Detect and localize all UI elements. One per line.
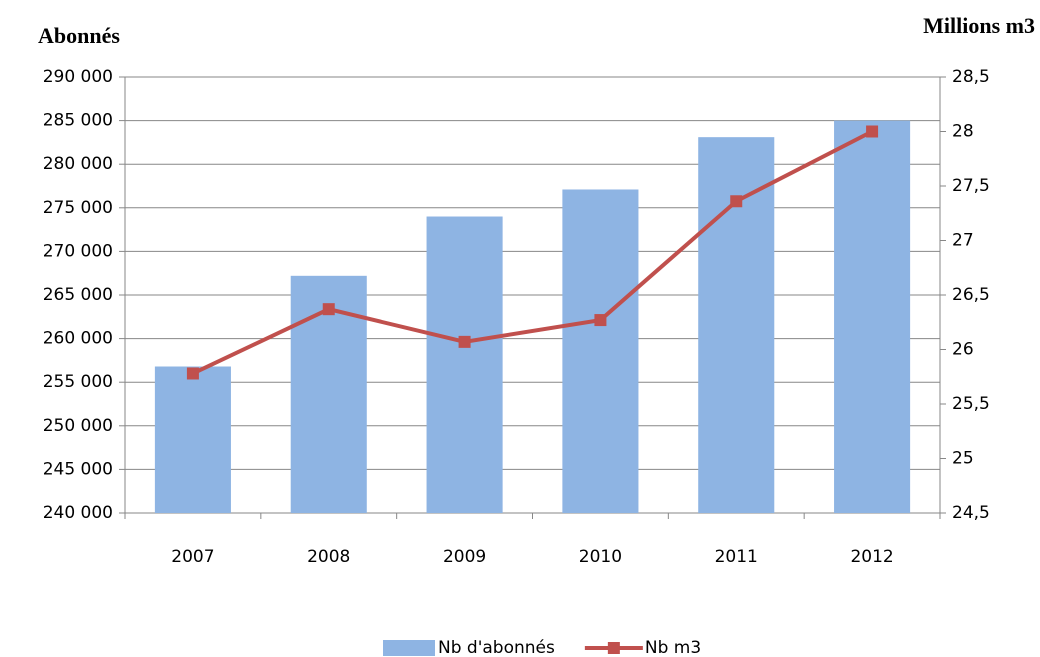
y-tick-label: 255 000: [43, 372, 113, 392]
y-tick-label: 260 000: [43, 329, 113, 349]
y2-tick-label: 26: [952, 340, 974, 360]
legend-swatch: [383, 640, 435, 656]
y2-tick-label: 26,5: [952, 285, 990, 305]
y-tick-label: 240 000: [43, 503, 113, 523]
y2-tick-label: 27: [952, 231, 974, 251]
bar: [698, 137, 775, 513]
bar: [562, 189, 639, 513]
y2-tick-label: 25: [952, 449, 974, 469]
legend-label: Nb m3: [645, 638, 701, 657]
line: [192, 129, 873, 376]
y2-tick-label: 28,5: [952, 67, 990, 87]
x-tick-label: 2007: [171, 547, 214, 567]
y2-tick-label: 25,5: [952, 394, 990, 414]
x-tick-label: 2008: [307, 547, 350, 567]
marker: [458, 335, 471, 348]
marker: [594, 314, 607, 327]
x-tick-label: 2010: [579, 547, 622, 567]
y-tick-label: 245 000: [43, 459, 113, 479]
x-tick-label: 2012: [850, 547, 893, 567]
legend-label: Nb d'abonnés: [438, 638, 555, 657]
x-tick-label: 2009: [443, 547, 486, 567]
marker: [322, 303, 335, 316]
y2-tick-label: 27,5: [952, 176, 990, 196]
marker: [186, 367, 199, 380]
y2-tick-label: 24,5: [952, 503, 990, 523]
marker: [866, 125, 879, 138]
y-tick-label: 270 000: [43, 241, 113, 261]
y-tick-label: 280 000: [43, 154, 113, 174]
bar: [834, 120, 911, 513]
y-tick-label: 290 000: [43, 67, 113, 87]
legend-marker: [607, 642, 620, 654]
y2-axis-title: Millions m3: [923, 13, 1035, 38]
y-tick-label: 285 000: [43, 111, 113, 131]
y-tick-label: 265 000: [43, 285, 113, 305]
bar: [426, 216, 503, 513]
y-tick-label: 250 000: [43, 416, 113, 436]
bar: [154, 366, 231, 513]
x-tick-label: 2011: [715, 547, 758, 567]
y-tick-label: 275 000: [43, 198, 113, 218]
y-axis-title: Abonnés: [38, 23, 120, 48]
y2-tick-label: 28: [952, 122, 974, 142]
marker: [730, 195, 743, 208]
